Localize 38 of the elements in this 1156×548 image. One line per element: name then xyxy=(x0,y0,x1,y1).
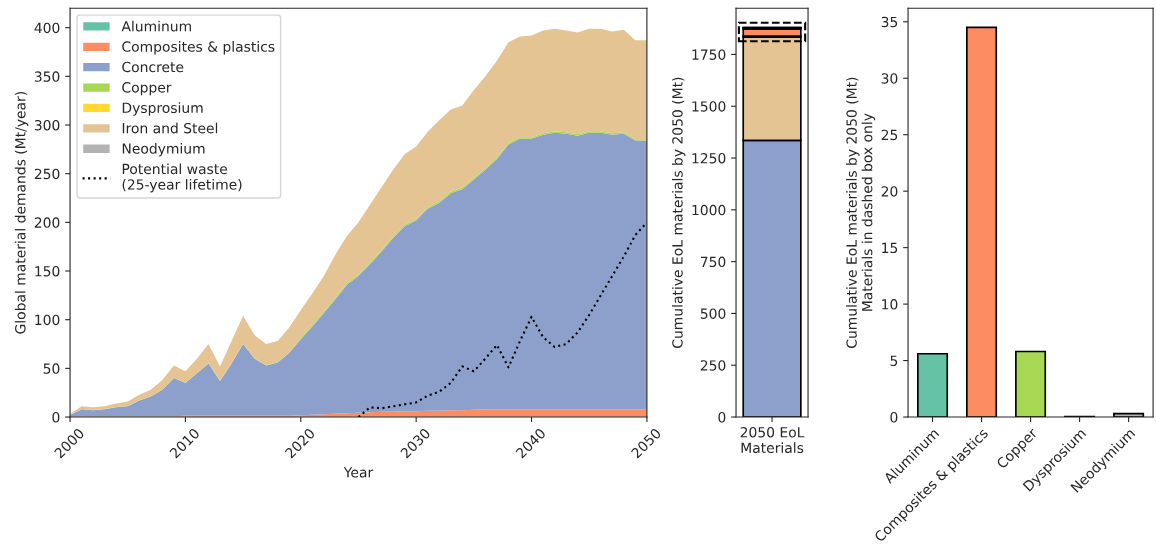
y-tick-label: 750 xyxy=(700,256,726,268)
y-tick-label: 1750 xyxy=(692,49,726,60)
x-tick-label: 2050 EoL Materials xyxy=(740,427,805,454)
y-tick-label: 1000 xyxy=(692,204,726,216)
y-tick-label: 0 xyxy=(718,412,726,423)
y-tick-label: 5 xyxy=(890,355,898,367)
legend-label: Potential waste (25-year lifetime) xyxy=(122,163,242,193)
y-tick-label: 500 xyxy=(700,308,726,319)
y-tick-label: 1250 xyxy=(692,153,726,164)
legend-label: Neodymium xyxy=(122,143,205,157)
legend-label: Composites & plastics xyxy=(122,41,275,55)
y-tick-label: 0 xyxy=(890,412,898,423)
y-tick-label: 250 xyxy=(34,168,60,180)
y-tick-label: 30 xyxy=(881,73,898,84)
legend-label: Iron and Steel xyxy=(122,122,218,134)
x-axis-title: Year xyxy=(343,467,374,478)
y-axis-title: Cumulative EoL materials by 2050 (Mt) xyxy=(671,77,686,348)
y-tick-label: 250 xyxy=(700,360,726,371)
legend-label: Aluminum xyxy=(121,20,191,32)
y-tick-label: 20 xyxy=(881,186,898,197)
y-tick-label: 400 xyxy=(34,22,60,34)
y-tick-label: 200 xyxy=(34,217,60,228)
y-tick-label: 350 xyxy=(34,71,60,82)
y-tick-label: 100 xyxy=(35,314,60,326)
y-tick-label: 50 xyxy=(43,363,60,374)
legend-label: Dysprosium xyxy=(122,102,203,116)
legend-label: Copper xyxy=(122,82,172,96)
y-tick-label: 150 xyxy=(35,265,60,277)
y-tick-label: 1500 xyxy=(692,101,726,112)
legend-label: Concrete xyxy=(122,61,184,73)
y-tick-label: 300 xyxy=(34,119,60,131)
y-tick-label: 15 xyxy=(882,242,898,254)
y-tick-label: 25 xyxy=(881,129,898,141)
y-tick-label: 0 xyxy=(52,412,60,423)
y-axis-title: Global material demands (Mt/year) xyxy=(14,91,29,334)
y-tick-label: 35 xyxy=(881,16,898,28)
y-tick-label: 10 xyxy=(882,299,898,310)
y-axis-title: Cumulative EoL materials by 2050 (Mt) Materials in dashed box only xyxy=(846,77,876,348)
